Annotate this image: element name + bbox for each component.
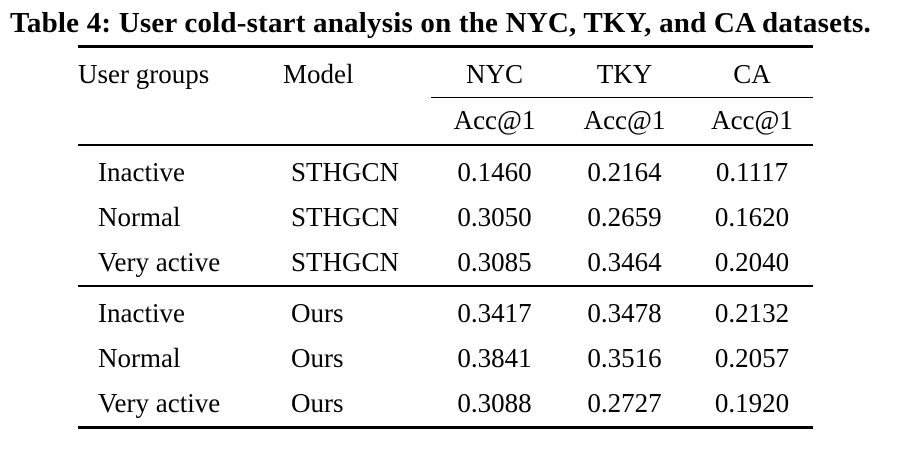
model-cell: Ours (291, 343, 344, 373)
sthgcn-block: Inactive STHGCN 0.1460 0.2164 0.1117 Nor… (78, 145, 813, 286)
ca-acc1-cell: 0.1620 (714, 202, 790, 232)
table-caption: Table 4: User cold-start analysis on the… (10, 7, 871, 39)
header-row-datasets: User groups Model NYC TKY CA (78, 46, 813, 98)
metric-header-nyc: Acc@1 (453, 105, 536, 135)
model-cell: STHGCN (291, 247, 400, 277)
user-group-cell: Inactive (98, 157, 185, 187)
model-cell: STHGCN (291, 202, 400, 232)
model-cell: Ours (291, 388, 344, 418)
nyc-acc1-cell: 0.3050 (457, 202, 532, 232)
tky-acc1-cell: 0.3464 (587, 247, 662, 277)
table-row: Inactive Ours 0.3417 0.3478 0.2132 (78, 286, 813, 336)
ca-acc1-cell: 0.2057 (714, 343, 790, 373)
user-group-cell: Normal (98, 202, 181, 232)
user-group-cell: Very active (98, 388, 221, 418)
dataset-header-tky: TKY (558, 46, 691, 98)
col-header-user-groups: User groups (78, 59, 210, 89)
tky-acc1-cell: 0.2659 (587, 202, 662, 232)
ca-acc1-cell: 0.1117 (715, 157, 789, 187)
metric-header-tky: Acc@1 (583, 105, 666, 135)
nyc-acc1-cell: 0.3085 (457, 247, 532, 277)
user-group-cell: Inactive (98, 298, 185, 328)
nyc-acc1-cell: 0.3088 (457, 388, 532, 418)
table-header: User groups Model NYC TKY CA Acc@1 Acc@1… (78, 46, 813, 146)
header-row-metrics: Acc@1 Acc@1 Acc@1 (78, 98, 813, 146)
ours-block: Inactive Ours 0.3417 0.3478 0.2132 Norma… (78, 286, 813, 428)
results-table: User groups Model NYC TKY CA Acc@1 Acc@1… (78, 45, 813, 429)
user-group-cell: Normal (98, 343, 181, 373)
table-row: Inactive STHGCN 0.1460 0.2164 0.1117 (78, 145, 813, 195)
table-row: Normal STHGCN 0.3050 0.2659 0.1620 (78, 195, 813, 240)
col-header-model: Model (283, 59, 354, 89)
nyc-acc1-cell: 0.3417 (457, 298, 532, 328)
tky-acc1-cell: 0.3478 (587, 298, 662, 328)
dataset-header-ca: CA (691, 46, 813, 98)
tky-acc1-cell: 0.2164 (587, 157, 662, 187)
ca-acc1-cell: 0.1920 (714, 388, 790, 418)
tky-acc1-cell: 0.2727 (587, 388, 662, 418)
nyc-acc1-cell: 0.3841 (457, 343, 532, 373)
ca-acc1-cell: 0.2132 (714, 298, 790, 328)
table-row: Very active Ours 0.3088 0.2727 0.1920 (78, 381, 813, 428)
table-row: Very active STHGCN 0.3085 0.3464 0.2040 (78, 240, 813, 286)
nyc-acc1-cell: 0.1460 (457, 157, 532, 187)
metric-header-ca: Acc@1 (711, 105, 793, 135)
dataset-header-nyc: NYC (431, 46, 558, 98)
table-row: Normal Ours 0.3841 0.3516 0.2057 (78, 336, 813, 381)
model-cell: Ours (291, 298, 344, 328)
model-cell: STHGCN (291, 157, 400, 187)
user-group-cell: Very active (98, 247, 221, 277)
tky-acc1-cell: 0.3516 (587, 343, 662, 373)
ca-acc1-cell: 0.2040 (714, 247, 790, 277)
